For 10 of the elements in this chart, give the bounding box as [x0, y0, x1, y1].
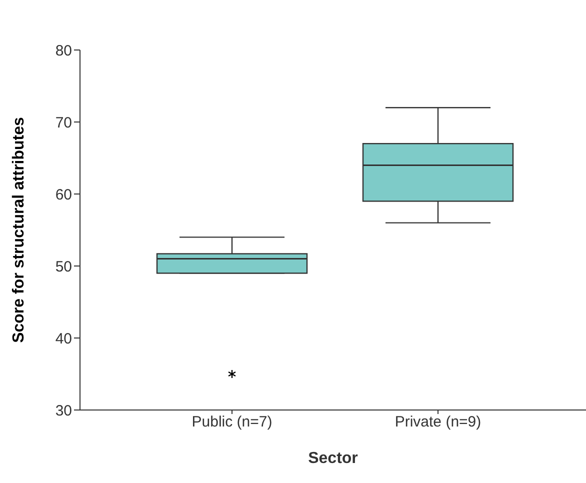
- y-tick-label: 50: [55, 258, 72, 276]
- y-tick-label: 80: [55, 42, 72, 60]
- x-tick-label: Private (n=9): [394, 414, 482, 431]
- x-tick-label: Public (n=7): [192, 414, 272, 431]
- x-axis-title: Sector: [308, 450, 358, 467]
- y-tick-label: 70: [55, 114, 72, 132]
- y-tick-label: 30: [55, 402, 72, 420]
- y-tick-label: 60: [55, 186, 72, 204]
- y-tick-label: 40: [55, 330, 72, 348]
- y-axis-title: Score for structural attributes: [10, 116, 28, 343]
